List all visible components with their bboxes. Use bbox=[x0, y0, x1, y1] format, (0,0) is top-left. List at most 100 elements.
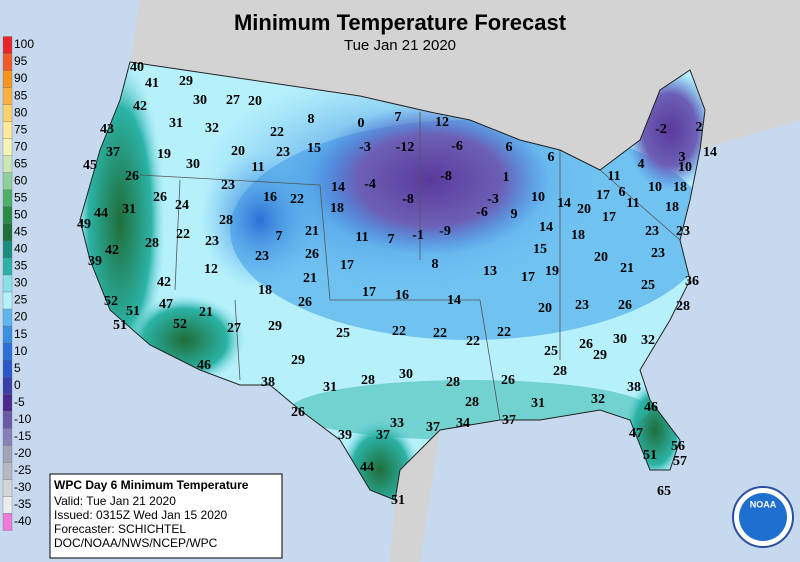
station-value: 46 bbox=[197, 358, 211, 373]
station-value: 26 bbox=[291, 405, 305, 420]
legend-label: -40 bbox=[14, 514, 32, 528]
station-value: 37 bbox=[376, 428, 390, 443]
station-value: 26 bbox=[125, 169, 139, 184]
station-value: 44 bbox=[360, 460, 374, 475]
station-value: 41 bbox=[145, 76, 159, 91]
station-value: 23 bbox=[651, 246, 665, 261]
station-value: 21 bbox=[305, 224, 319, 239]
station-value: 18 bbox=[673, 180, 687, 195]
legend-label: 20 bbox=[14, 310, 28, 324]
station-value: 17 bbox=[596, 188, 610, 203]
atlantic-ocean bbox=[420, 120, 800, 562]
station-value: 29 bbox=[179, 74, 193, 89]
station-value: 14 bbox=[447, 293, 461, 308]
station-value: -12 bbox=[396, 140, 415, 155]
legend-swatch bbox=[2, 308, 13, 327]
station-value: 42 bbox=[133, 99, 147, 114]
station-value: 21 bbox=[303, 271, 317, 286]
legend-label: -25 bbox=[14, 463, 32, 477]
station-value: 57 bbox=[673, 454, 687, 469]
station-value: 46 bbox=[644, 400, 658, 415]
station-value: 12 bbox=[204, 262, 218, 277]
station-value: 28 bbox=[465, 395, 479, 410]
station-value: -1 bbox=[412, 228, 424, 243]
legend-label: -5 bbox=[14, 395, 25, 409]
station-value: 32 bbox=[205, 121, 219, 136]
legend-swatch bbox=[2, 223, 13, 242]
station-value: -3 bbox=[359, 140, 371, 155]
station-value: -8 bbox=[440, 169, 452, 184]
legend-label: -20 bbox=[14, 446, 32, 460]
legend-label: 75 bbox=[14, 122, 28, 136]
legend-swatch bbox=[2, 189, 13, 207]
station-value: 13 bbox=[483, 264, 497, 279]
logo-text: NOAA bbox=[750, 499, 777, 509]
station-value: 27 bbox=[227, 321, 241, 336]
field-rockies bbox=[200, 150, 320, 290]
station-value: 30 bbox=[399, 367, 413, 382]
station-value: 15 bbox=[533, 242, 547, 257]
station-value: 22 bbox=[433, 326, 447, 341]
legend-swatch bbox=[2, 377, 13, 395]
station-value: 6 bbox=[619, 185, 626, 200]
station-value: 17 bbox=[340, 258, 354, 273]
station-value: 11 bbox=[626, 196, 639, 211]
station-value: 31 bbox=[531, 396, 545, 411]
station-value: 56 bbox=[671, 439, 685, 454]
info-line: Issued: 0315Z Wed Jan 15 2020 bbox=[54, 508, 228, 522]
station-value: 25 bbox=[641, 278, 655, 293]
legend-swatch bbox=[2, 104, 13, 122]
station-value: 22 bbox=[392, 324, 406, 339]
station-value: 39 bbox=[338, 428, 352, 443]
station-value: 22 bbox=[290, 192, 304, 207]
legend-label: 85 bbox=[14, 88, 28, 102]
station-value: 26 bbox=[305, 247, 319, 262]
legend-label: 35 bbox=[14, 259, 28, 273]
station-value: 28 bbox=[446, 375, 460, 390]
station-value: 36 bbox=[685, 274, 699, 289]
station-value: 23 bbox=[221, 178, 235, 193]
station-value: 6 bbox=[506, 140, 513, 155]
station-value: 51 bbox=[113, 318, 127, 333]
legend-label: -10 bbox=[14, 412, 32, 426]
station-value: -2 bbox=[655, 122, 667, 137]
station-value: 47 bbox=[629, 426, 643, 441]
legend-swatch bbox=[2, 479, 13, 497]
station-value: 21 bbox=[199, 305, 213, 320]
legend-swatch bbox=[2, 342, 13, 361]
station-value: -6 bbox=[451, 139, 463, 154]
legend-swatch bbox=[2, 70, 13, 88]
station-value: 23 bbox=[276, 145, 290, 160]
pacific-ocean bbox=[0, 0, 395, 562]
legend-label: 25 bbox=[14, 293, 28, 307]
station-value: 28 bbox=[219, 213, 233, 228]
station-value: 16 bbox=[395, 288, 409, 303]
station-value: 22 bbox=[176, 227, 190, 242]
legend-label: 15 bbox=[14, 327, 28, 341]
station-value: 23 bbox=[676, 224, 690, 239]
map-subtitle: Tue Jan 21 2020 bbox=[344, 37, 456, 54]
station-value: 44 bbox=[94, 206, 108, 221]
legend-label: 55 bbox=[14, 190, 28, 204]
station-value: 45 bbox=[83, 158, 97, 173]
station-value: 28 bbox=[145, 236, 159, 251]
station-value: 31 bbox=[122, 202, 136, 217]
station-value: 7 bbox=[388, 232, 395, 247]
station-value: 47 bbox=[159, 297, 173, 312]
station-value: -8 bbox=[402, 192, 414, 207]
legend-swatch bbox=[2, 274, 13, 293]
station-value: -6 bbox=[476, 205, 488, 220]
legend-label: 80 bbox=[14, 105, 28, 119]
legend-swatch bbox=[2, 206, 13, 225]
station-value: 14 bbox=[557, 196, 571, 211]
info-heading: WPC Day 6 Minimum Temperature bbox=[54, 478, 249, 492]
station-value: 18 bbox=[665, 200, 679, 215]
logo-disc bbox=[739, 493, 787, 541]
legend-swatch bbox=[2, 325, 13, 344]
station-value: 38 bbox=[261, 375, 275, 390]
info-line: Valid: Tue Jan 21 2020 bbox=[54, 494, 176, 508]
station-value: 31 bbox=[169, 116, 183, 131]
station-value: 22 bbox=[497, 325, 511, 340]
station-value: -3 bbox=[487, 192, 499, 207]
station-value: 26 bbox=[153, 190, 167, 205]
